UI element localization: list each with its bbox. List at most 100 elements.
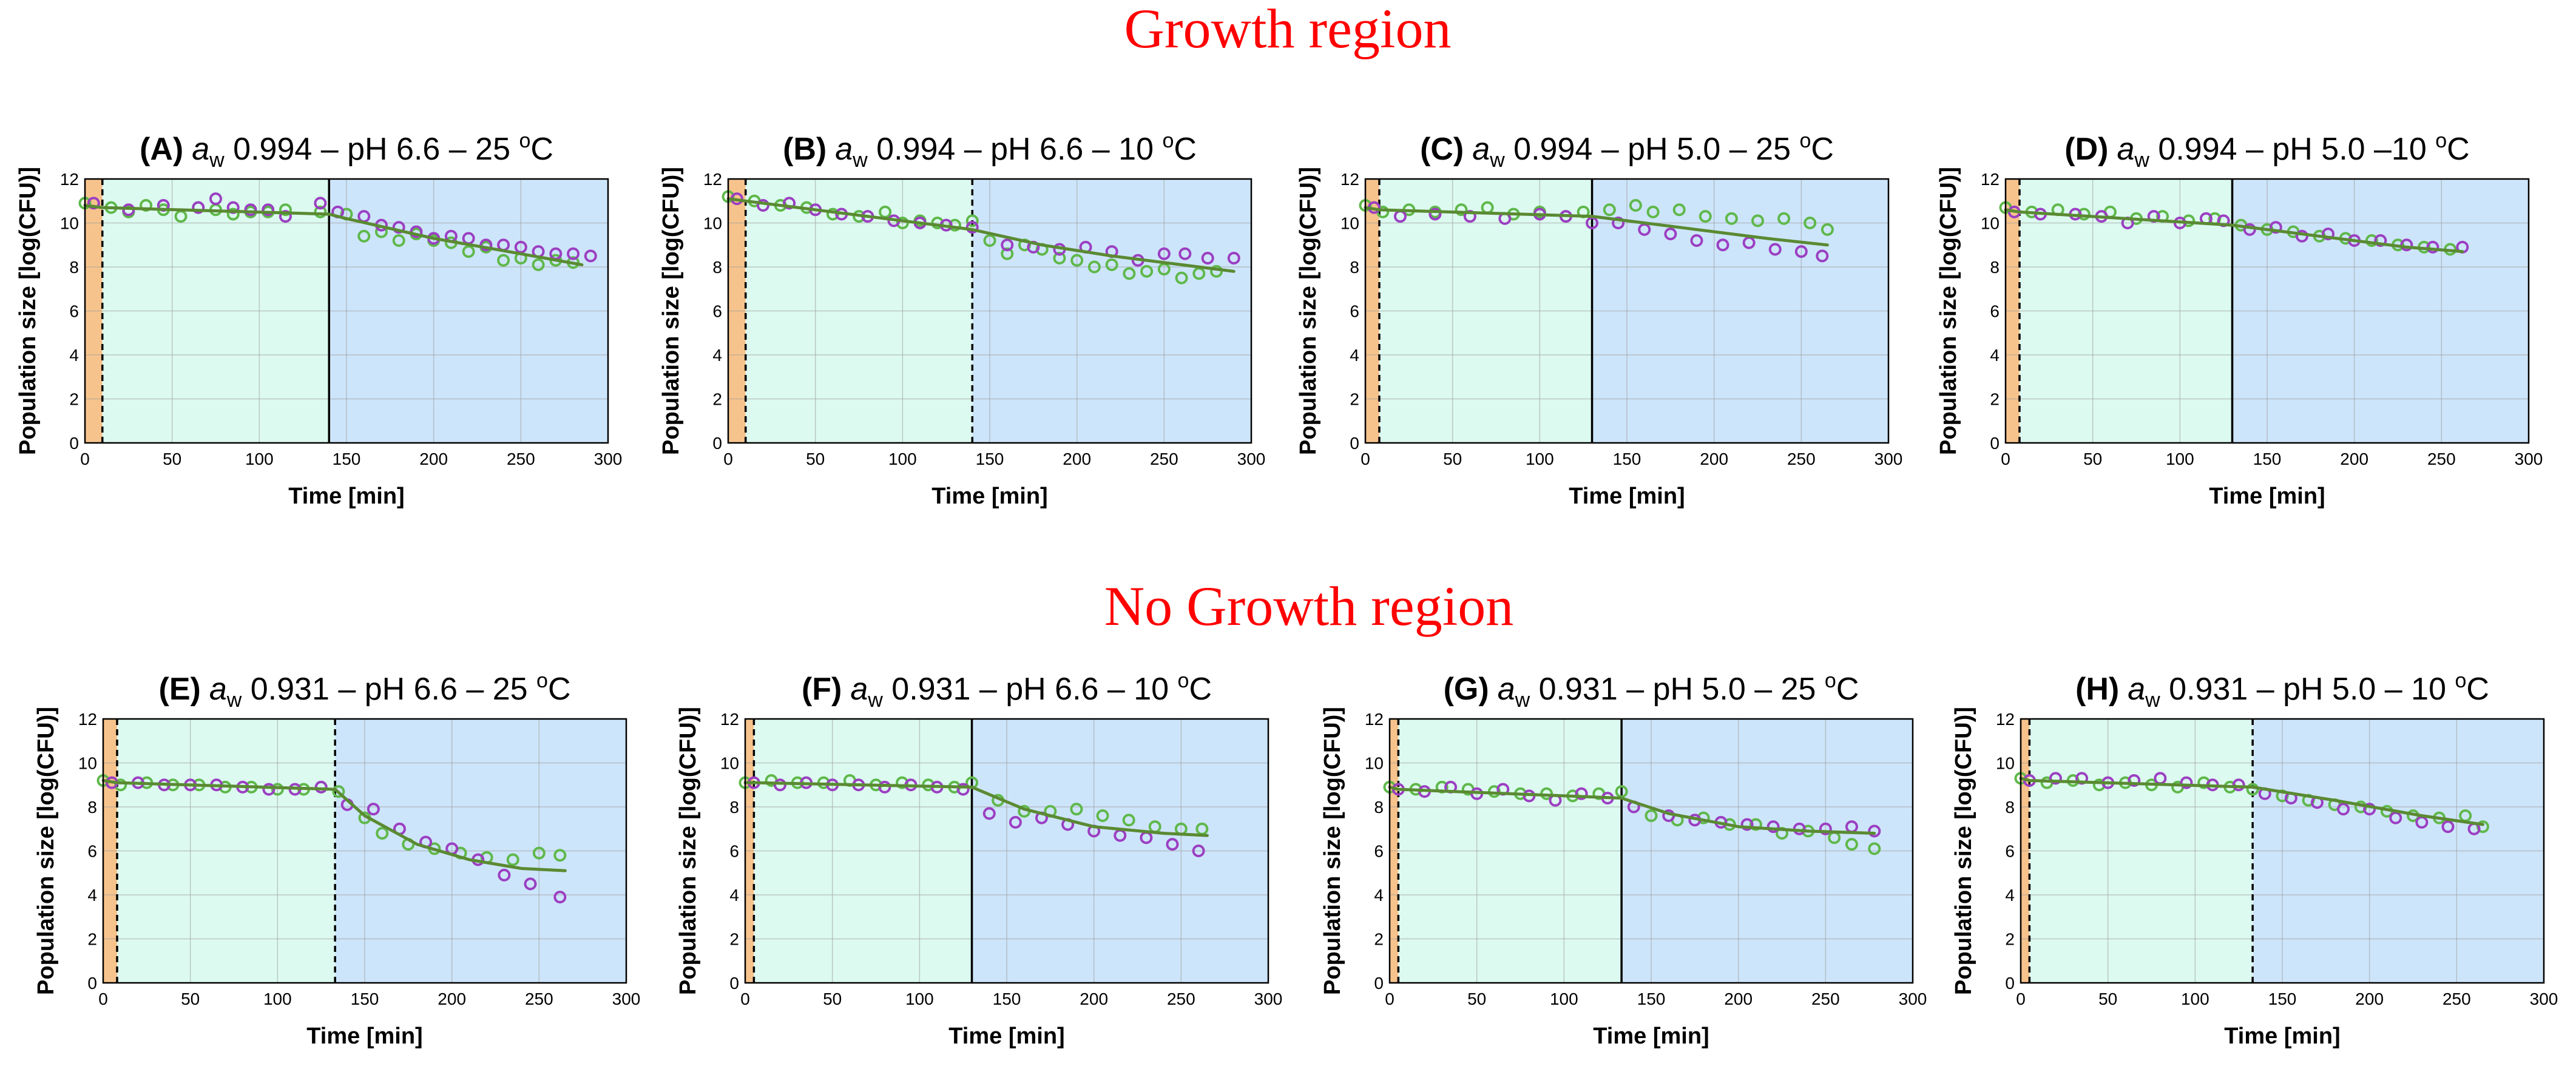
panel-title-aw-sub: w <box>852 149 868 172</box>
y-tick-label: 10 <box>1365 754 1384 773</box>
data-point-purple <box>1690 234 1703 247</box>
x-tick-label: 300 <box>594 450 623 468</box>
x-tick-label: 50 <box>2098 990 2117 1008</box>
panel-title-unit-sup: o <box>2435 129 2447 152</box>
y-tick-label: 12 <box>1981 170 2000 189</box>
fit-line <box>101 779 567 872</box>
data-point-green <box>1699 210 1712 223</box>
panel-title-aw-sub: w <box>2145 689 2160 712</box>
y-tick-label: 8 <box>729 798 739 817</box>
y-tick-label: 10 <box>703 214 722 233</box>
fit-line <box>1364 206 1829 247</box>
y-tick-label: 12 <box>78 710 97 729</box>
panel-title: (B) aw 0.994 – pH 6.6 – 10 oC <box>783 129 1197 172</box>
y-tick-label: 2 <box>1374 930 1384 949</box>
data-point-green <box>1455 203 1468 217</box>
x-tick-label: 50 <box>181 990 200 1008</box>
data-point-green <box>1087 260 1101 274</box>
y-tick-label: 12 <box>60 170 79 189</box>
data-point-green <box>1070 254 1084 267</box>
panel-title-aw-sub: w <box>1515 689 1530 712</box>
x-tick-label: 150 <box>1613 450 1641 468</box>
data-point-purple <box>87 197 100 210</box>
plot-frame <box>2004 178 2530 444</box>
data-point-purple <box>584 249 597 263</box>
y-tick-label: 10 <box>60 214 79 233</box>
y-tick-label: 2 <box>69 390 79 409</box>
panel-title-unit: C <box>548 672 571 707</box>
y-tick-label: 10 <box>1996 754 2015 773</box>
data-point-purple <box>553 891 567 904</box>
x-tick-label: 150 <box>333 450 361 468</box>
y-tick-label: 8 <box>712 258 722 277</box>
data-point-purple <box>2243 223 2256 236</box>
x-tick-label: 300 <box>1899 990 1927 1008</box>
data-point-purple <box>956 783 970 796</box>
panel-title-label: (C) <box>1420 132 1464 167</box>
data-point-purple <box>1428 207 1442 221</box>
x-tick-label: 100 <box>888 450 917 468</box>
y-tick-label: 0 <box>1374 974 1384 993</box>
x-tick-label: 100 <box>1526 450 1554 468</box>
chart-panel-e: 0 50 100 150 200 250 300 0 2 4 6 8 10 12 Time [min] Pop… <box>33 669 640 1049</box>
plot-frame <box>744 718 1269 984</box>
data-point-purple <box>1201 252 1214 265</box>
y-tick-label: 0 <box>712 434 722 453</box>
panel-title-label: (G) <box>1444 672 1489 707</box>
chart-panel-a: 0 50 100 150 200 250 300 0 2 4 6 8 10 12 Time [min] Pop… <box>15 129 622 509</box>
y-tick-label: 12 <box>1996 710 2015 729</box>
data-point-green <box>226 207 240 221</box>
panel-title-label: (B) <box>783 132 827 167</box>
y-tick-label: 4 <box>1374 886 1384 905</box>
data-point-purple <box>1178 247 1192 260</box>
data-point-green <box>1725 212 1738 225</box>
x-tick-label: 50 <box>2083 450 2102 468</box>
data-point-green <box>271 783 284 796</box>
y-tick-label: 2 <box>712 390 722 409</box>
fit-line <box>1388 785 1876 835</box>
panel-title-label: (H) <box>2075 672 2119 707</box>
x-axis-label: Time [min] <box>931 484 1047 509</box>
panel-title-unit-sup: o <box>1799 129 1811 152</box>
y-tick-label: 0 <box>1990 434 2000 453</box>
data-point-purple <box>567 247 580 260</box>
x-tick-label: 100 <box>905 990 934 1008</box>
y-tick-label: 2 <box>2005 930 2015 949</box>
y-axis-label: Population size [log(CFU)] <box>1951 707 1976 995</box>
x-tick-label: 200 <box>2355 990 2384 1008</box>
panel-title: (H) aw 0.931 – pH 5.0 – 10 oC <box>2075 669 2489 712</box>
data-point-green <box>1123 267 1136 280</box>
panel-title-unit: C <box>2447 132 2470 167</box>
x-tick-label: 100 <box>2181 990 2209 1008</box>
panel-title-unit: C <box>2466 672 2489 707</box>
panel-title-unit-sup: o <box>2455 669 2466 692</box>
data-point-green <box>553 849 567 862</box>
panel-title-unit: C <box>1174 132 1197 167</box>
data-point-green <box>1175 271 1188 285</box>
data-point-purple <box>279 210 292 223</box>
data-point-green <box>1603 203 1616 217</box>
x-tick-label: 250 <box>2442 990 2471 1008</box>
data-point-purple <box>1575 787 1588 800</box>
data-point-purple <box>1816 249 1829 263</box>
chart-panel-c: 0 50 100 150 200 250 300 0 2 4 6 8 10 12 Time [min] Pop… <box>1296 129 1902 509</box>
chart-panel-b: 0 50 100 150 200 250 300 0 2 4 6 8 10 12 Time [min] Pop… <box>658 129 1265 509</box>
data-point-purple <box>498 868 511 882</box>
x-tick-label: 50 <box>1443 450 1462 468</box>
data-point-green <box>2365 234 2378 247</box>
data-point-green <box>1645 809 1658 822</box>
x-axis-label: Time [min] <box>948 1023 1064 1049</box>
y-tick-label: 8 <box>69 258 79 277</box>
x-axis-label: Time [min] <box>2224 1023 2340 1049</box>
panel-title: (C) aw 0.994 – pH 5.0 – 25 oC <box>1420 129 1834 172</box>
data-point-purple <box>392 221 405 234</box>
panel-title-aw-symbol: a <box>2128 672 2145 707</box>
y-tick-label: 10 <box>78 754 97 773</box>
data-point-green <box>279 203 292 217</box>
y-tick-label: 4 <box>69 346 79 365</box>
y-tick-label: 6 <box>1350 302 1359 321</box>
y-axis-label: Population size [log(CFU)] <box>15 167 41 455</box>
data-point-green <box>983 234 996 247</box>
panel-title-unit-sup: o <box>519 129 530 152</box>
fit-line <box>2019 777 2484 826</box>
